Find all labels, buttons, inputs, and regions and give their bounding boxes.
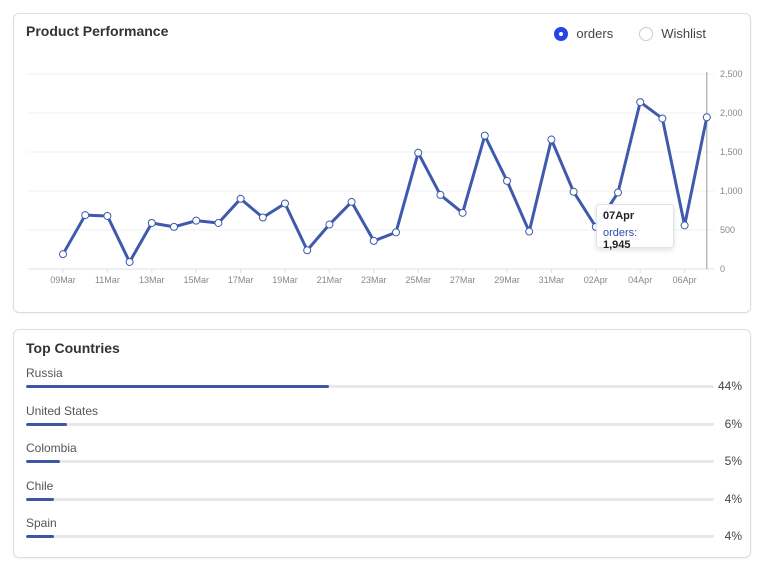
- x-tick-label: 15Mar: [183, 275, 209, 285]
- tooltip-value: 1,945: [603, 239, 631, 251]
- y-tick-label: 1,000: [720, 186, 743, 196]
- legend-wishlist-label: Wishlist: [661, 26, 706, 41]
- performance-title: Product Performance: [26, 23, 169, 39]
- x-tick-label: 09Mar: [50, 275, 76, 285]
- country-row: Colombia 5%: [26, 441, 742, 477]
- legend-orders[interactable]: orders: [554, 26, 613, 41]
- data-point: [392, 228, 400, 237]
- legend-wishlist[interactable]: Wishlist: [639, 26, 706, 41]
- x-tick-label: 13Mar: [139, 275, 165, 285]
- tooltip-line: orders: 1,945: [603, 227, 667, 251]
- data-point: [369, 236, 378, 245]
- country-percent: 4%: [724, 491, 742, 506]
- tooltip-series: orders:: [603, 227, 638, 239]
- x-tick-label: 29Mar: [494, 275, 520, 285]
- data-point: [281, 199, 289, 208]
- country-name: Colombia: [26, 441, 77, 455]
- country-progress-fill: [26, 535, 54, 538]
- country-progress-track: [26, 535, 714, 538]
- data-point: [325, 220, 334, 229]
- data-point: [347, 197, 356, 206]
- data-point: [636, 98, 645, 107]
- chart-tooltip: 07Apr orders: 1,945: [596, 204, 674, 251]
- country-row: Spain 4%: [26, 516, 742, 552]
- x-tick-label: 31Mar: [539, 275, 565, 285]
- country-percent: 4%: [724, 529, 742, 543]
- country-name: United States: [26, 403, 99, 418]
- data-point: [303, 246, 312, 255]
- data-point: [258, 213, 267, 222]
- product-performance-card: Product Performance orders Wishlist 0 500…: [13, 13, 751, 313]
- data-point: [81, 211, 90, 220]
- data-point: [569, 187, 578, 196]
- data-point: [103, 211, 112, 220]
- y-tick-label: 2,500: [720, 69, 743, 79]
- country-name: Chile: [26, 478, 54, 493]
- data-point: [125, 257, 134, 266]
- x-tick-label: 21Mar: [317, 275, 343, 285]
- country-progress-fill: [26, 422, 68, 426]
- country-progress-fill: [26, 460, 61, 463]
- data-point: [525, 227, 534, 236]
- data-point: [547, 135, 556, 144]
- data-point: [147, 218, 156, 227]
- x-tick-label: 23Mar: [361, 275, 387, 285]
- radio-unselected-icon[interactable]: [639, 26, 654, 41]
- radio-selected-icon[interactable]: [554, 26, 569, 41]
- y-tick-label: 0: [720, 264, 725, 274]
- x-tick-label: 19Mar: [272, 275, 298, 285]
- data-point: [192, 216, 201, 225]
- data-point: [414, 148, 423, 157]
- country-row: United States 6%: [26, 404, 742, 440]
- legend-orders-label: orders: [576, 26, 614, 41]
- data-point: [680, 221, 689, 230]
- y-tick-label: 2,000: [720, 108, 743, 118]
- y-tick-label: 500: [720, 225, 735, 235]
- x-tick-label: 02Apr: [584, 275, 608, 285]
- x-tick-label: 06Apr: [673, 275, 697, 285]
- country-percent: 5%: [724, 454, 742, 468]
- country-row: Chile 4%: [26, 479, 742, 515]
- country-progress-track: [26, 460, 714, 463]
- country-percent: 44%: [717, 379, 742, 393]
- country-row: Russia 44%: [26, 366, 742, 402]
- data-point: [503, 176, 511, 185]
- x-tick-label: 04Apr: [628, 275, 652, 285]
- x-tick-label: 25Mar: [405, 275, 431, 285]
- country-name: Spain: [26, 516, 57, 530]
- tooltip-date: 07Apr: [603, 210, 635, 222]
- country-progress-track: [26, 497, 714, 501]
- data-point: [214, 218, 223, 227]
- data-point: [170, 222, 178, 231]
- y-tick-label: 1,500: [720, 147, 743, 157]
- country-progress-track: [26, 385, 714, 388]
- country-progress-fill: [26, 385, 329, 388]
- x-tick-label: 11Mar: [95, 275, 120, 285]
- x-tick-label: 17Mar: [228, 275, 254, 285]
- top-countries-card: Top Countries Russia 44% United States 6% Co…: [13, 329, 751, 558]
- countries-title: Top Countries: [26, 340, 120, 356]
- country-progress-fill: [26, 497, 54, 501]
- country-progress-track: [26, 422, 714, 426]
- data-point: [436, 190, 445, 199]
- x-tick-label: 27Mar: [450, 275, 476, 285]
- chart-legend: orders Wishlist: [554, 26, 706, 41]
- country-name: Russia: [26, 366, 63, 380]
- data-point: [59, 250, 67, 259]
- data-point: [236, 194, 245, 203]
- data-point: [702, 113, 711, 122]
- data-point: [480, 131, 489, 140]
- data-point: [458, 208, 467, 217]
- country-percent: 6%: [724, 416, 742, 431]
- orders-line-chart[interactable]: 0 500 1,000 1,500 2,000 2,500 09Mar 11Mar 13Mar 1…: [14, 14, 752, 314]
- data-point: [658, 114, 667, 123]
- data-point: [614, 188, 622, 197]
